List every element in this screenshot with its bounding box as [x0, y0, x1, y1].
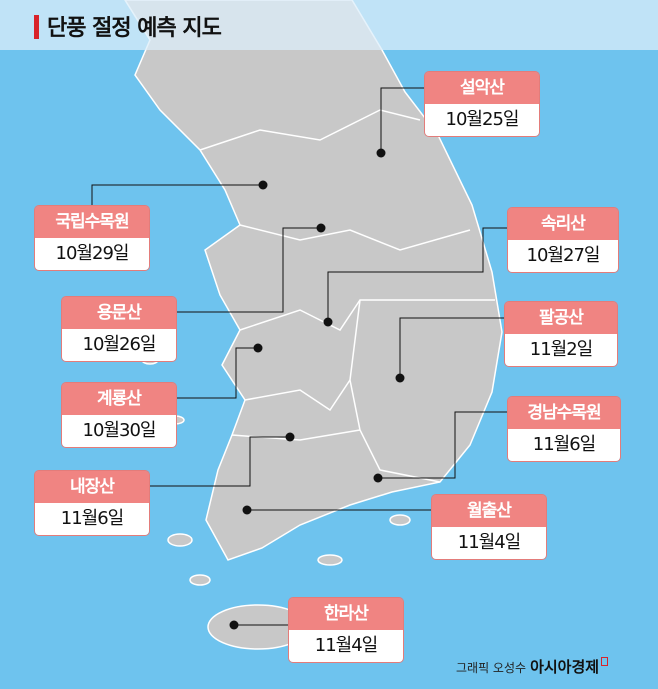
location-date: 11월4일 [432, 527, 546, 559]
title-band [0, 0, 658, 50]
location-name: 한라산 [289, 598, 403, 630]
location-date: 11월6일 [508, 429, 620, 461]
label-gyeongnam-arboretum: 경남수목원 11월6일 [508, 397, 620, 461]
credit: 그래픽 오성수 아시아경제 [456, 656, 609, 677]
location-date: 11월4일 [289, 630, 403, 662]
label-gyeryongsan: 계룡산 10월30일 [62, 383, 176, 447]
location-name: 내장산 [35, 471, 149, 503]
location-name: 설악산 [425, 72, 539, 104]
location-name: 용문산 [62, 297, 176, 329]
location-date: 10월26일 [62, 329, 176, 361]
label-yongmunsan: 용문산 10월26일 [62, 297, 176, 361]
location-name: 계룡산 [62, 383, 176, 415]
label-songnisan: 속리산 10월27일 [508, 208, 618, 272]
location-date: 10월25일 [425, 104, 539, 136]
leader-lines [91, 87, 508, 626]
location-name: 경남수목원 [508, 397, 620, 429]
title-text: 단풍 절정 예측 지도 [47, 16, 222, 41]
location-date: 10월29일 [35, 238, 149, 270]
label-hallasan: 한라산 11월4일 [289, 598, 403, 662]
label-wolchulsan: 월출산 11월4일 [432, 495, 546, 559]
label-palgongsan: 팔공산 11월2일 [505, 302, 617, 366]
label-seoraksan: 설악산 10월25일 [425, 72, 539, 136]
credit-byline: 그래픽 오성수 [456, 661, 527, 675]
land [124, 0, 503, 650]
location-name: 국립수목원 [35, 206, 149, 238]
brand-logo: 아시아경제 [530, 658, 600, 676]
location-date: 10월30일 [62, 415, 176, 447]
brand-mark-icon [601, 657, 609, 666]
location-name: 속리산 [508, 208, 618, 240]
location-date: 11월6일 [35, 503, 149, 535]
location-dots [229, 148, 405, 630]
page-title: 단풍 절정 예측 지도 [34, 10, 222, 42]
location-date: 11월2일 [505, 334, 617, 366]
location-date: 10월27일 [508, 240, 618, 272]
location-name: 월출산 [432, 495, 546, 527]
province-borders [199, 109, 495, 483]
label-national-arboretum: 국립수목원 10월29일 [35, 206, 149, 270]
location-name: 팔공산 [505, 302, 617, 334]
title-accent-bar [34, 15, 39, 39]
label-naejangsan: 내장산 11월6일 [35, 471, 149, 535]
